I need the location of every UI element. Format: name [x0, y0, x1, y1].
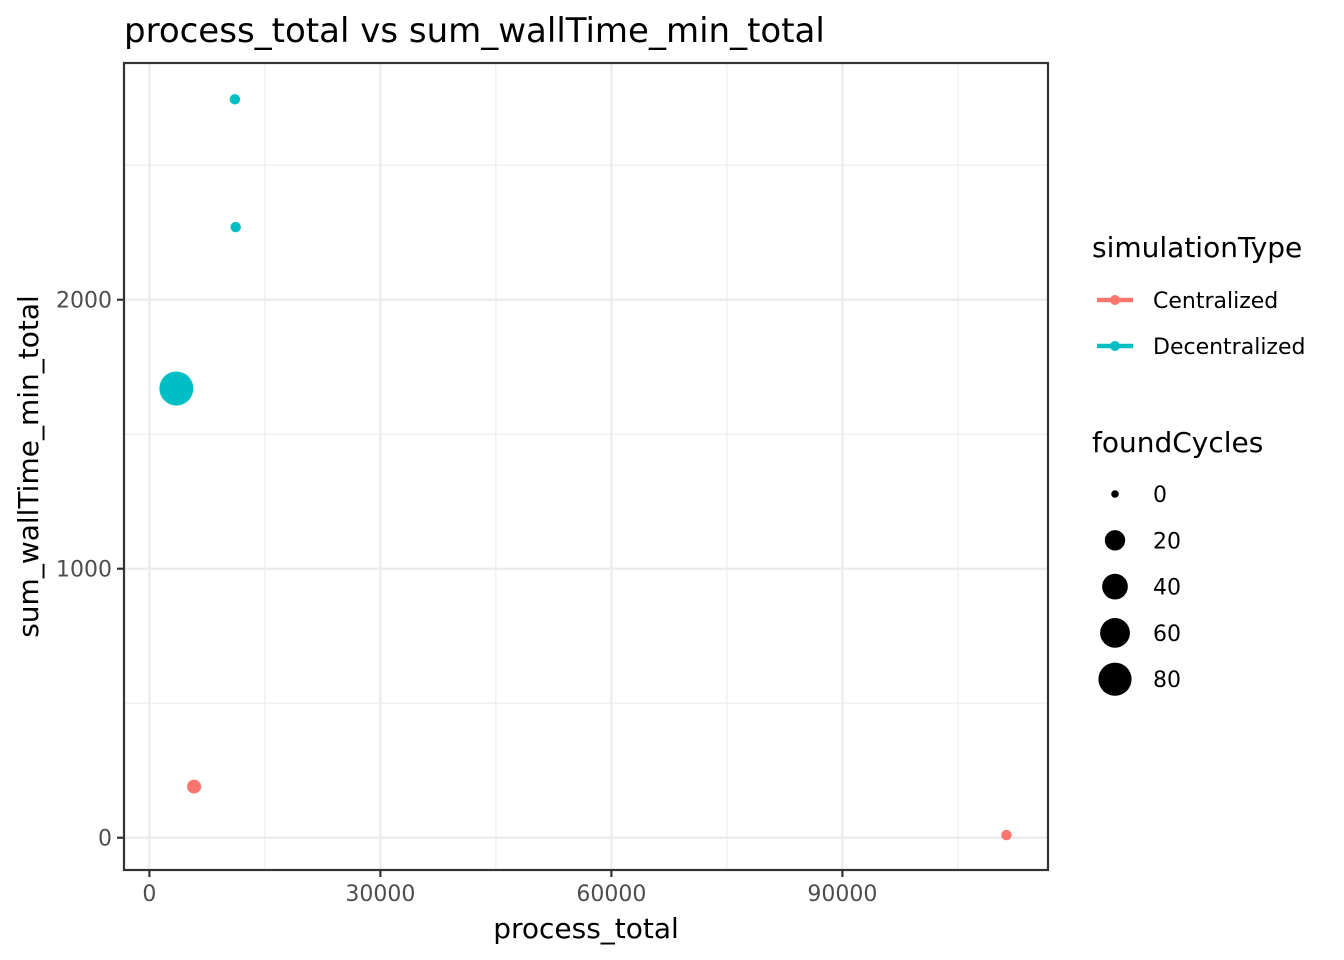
legend-size-title: foundCycles [1092, 426, 1263, 459]
x-tick-label: 60000 [576, 882, 646, 907]
plot-panel-border [122, 61, 1050, 872]
legend-size-label: 60 [1153, 622, 1181, 647]
legend-size-label: 40 [1153, 576, 1181, 601]
point-decentralized-0 [229, 94, 241, 105]
legend-color-key-centralized [1110, 295, 1120, 305]
x-axis-title: process_total [493, 912, 679, 945]
legend: simulationType foundCycles Centralized De… [1092, 231, 1305, 696]
point-decentralized-2 [159, 371, 194, 406]
y-axis-title: sum_wallTime_min_total [12, 295, 45, 638]
point-centralized-0 [187, 779, 202, 794]
point-centralized-1 [1001, 829, 1012, 841]
legend-size-label: 0 [1153, 483, 1167, 508]
point-decentralized-1 [230, 221, 241, 233]
y-tick-label: 1000 [56, 558, 112, 583]
x-tick-label: 90000 [807, 882, 877, 907]
chart-title: process_total vs sum_wallTime_min_total [124, 11, 825, 51]
legend-color-label: Decentralized [1153, 335, 1305, 360]
legend-size-key-20 [1104, 530, 1126, 551]
legend-size-key-0 [1111, 490, 1119, 498]
legend-size-label: 20 [1153, 529, 1181, 554]
legend-size-key-40 [1102, 573, 1128, 600]
grid-lines [124, 63, 1048, 870]
x-tick-label: 0 [142, 882, 156, 907]
axes: 0 30000 60000 90000 0 1000 2000 [56, 289, 877, 907]
legend-size-key-60 [1100, 618, 1130, 648]
legend-size-label: 80 [1153, 668, 1181, 693]
y-tick-label: 0 [98, 827, 112, 852]
legend-color-title: simulationType [1092, 231, 1302, 264]
data-points [159, 94, 1012, 841]
legend-color-label: Centralized [1153, 289, 1278, 314]
legend-color-key-decentralized [1110, 341, 1120, 351]
x-tick-label: 30000 [345, 882, 415, 907]
y-tick-label: 2000 [56, 289, 112, 314]
legend-size-key-80 [1098, 662, 1132, 696]
